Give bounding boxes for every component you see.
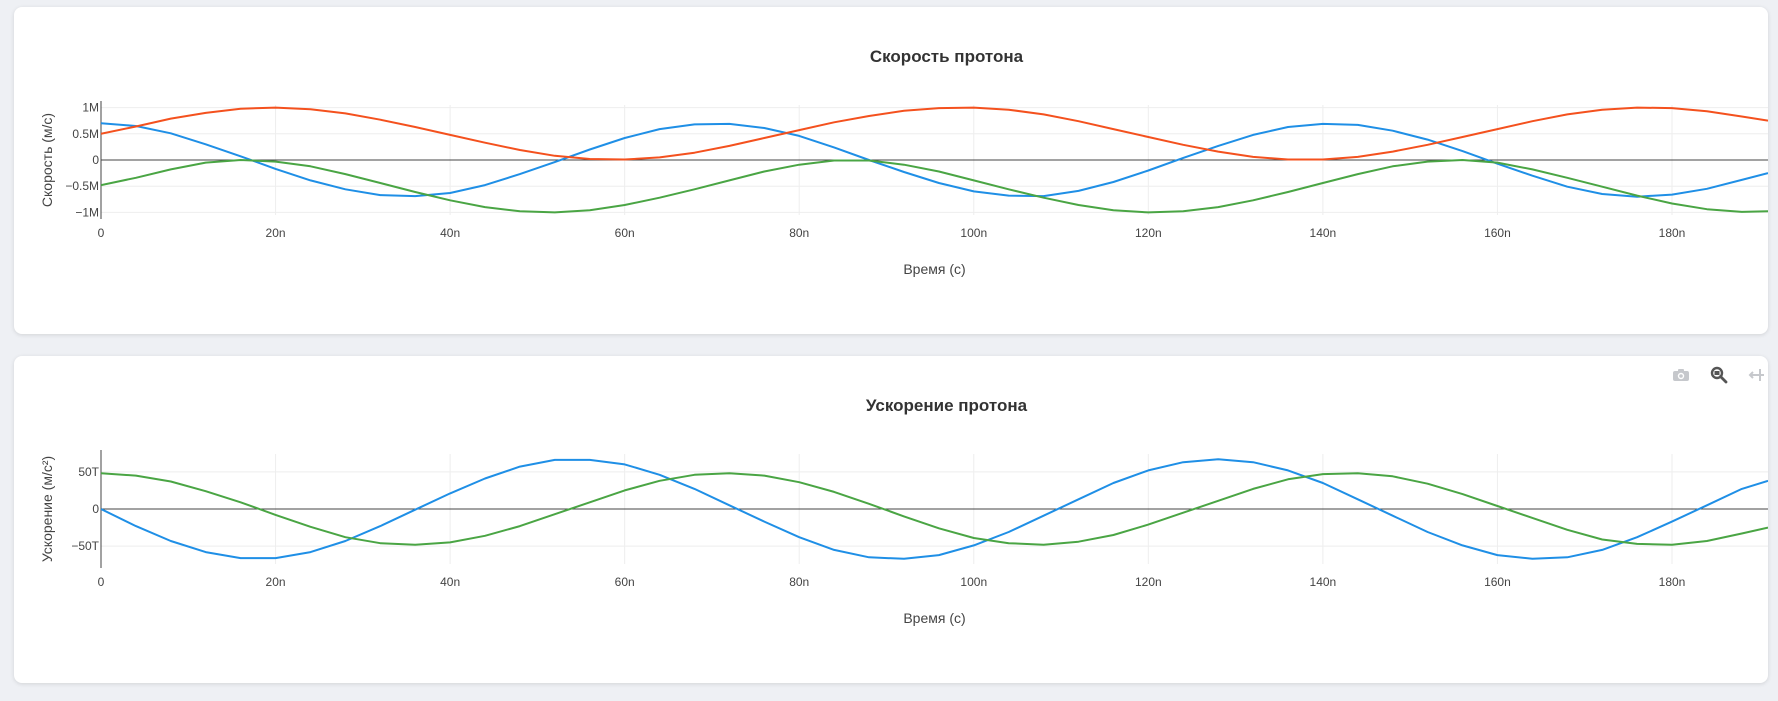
y-tick-label: −50T xyxy=(71,539,99,553)
y-tick-label: 0 xyxy=(92,153,99,167)
acceleration-chart-card: Ускорение протона 0 20n 40n 60n 80n 100n 120n 14… xyxy=(14,356,1768,683)
x-axis-label: Время (с) xyxy=(903,610,965,626)
x-tick-label: 160n xyxy=(1484,226,1511,240)
y-axis-label: Скорость (м/с) xyxy=(39,113,55,207)
y-tick-label: 50T xyxy=(78,465,99,479)
y-tick-label: 0.5M xyxy=(72,127,99,141)
x-tick-label: 60n xyxy=(615,575,635,589)
series-line-speed xyxy=(101,106,1768,161)
x-tick-label: 180n xyxy=(1659,575,1686,589)
x-tick-label: 160n xyxy=(1484,575,1511,589)
velocity-chart-card: Скорость протона 0 20n 40n 60n 80n 100n 120n 140… xyxy=(14,7,1768,334)
y-tick-label: −1M xyxy=(75,205,99,219)
x-tick-label: 20n xyxy=(266,575,286,589)
x-tick-label: 180n xyxy=(1659,226,1686,240)
y-tick-label: 0 xyxy=(92,502,99,516)
y-tick-label: −0.5M xyxy=(65,179,99,193)
x-tick-label: 120n xyxy=(1135,575,1162,589)
pan-icon[interactable] xyxy=(1746,364,1768,386)
x-axis-label: Время (с) xyxy=(903,261,965,277)
y-tick-label: 1M xyxy=(82,101,99,115)
chart-title: Скорость протона xyxy=(870,47,1024,66)
series-line-vx xyxy=(101,458,1768,560)
x-tick-label: 100n xyxy=(960,575,987,589)
x-tick-label: 140n xyxy=(1310,575,1337,589)
chart-modebar xyxy=(1670,364,1768,386)
x-tick-label: 40n xyxy=(440,575,460,589)
velocity-chart[interactable]: Скорость протона 0 20n 40n 60n 80n 100n 120n 140… xyxy=(14,7,1768,334)
series-line-vy xyxy=(101,472,1768,546)
x-tick-label: 40n xyxy=(440,226,460,240)
x-tick-label: 100n xyxy=(960,226,987,240)
x-tick-label: 20n xyxy=(266,226,286,240)
x-tick-label: 60n xyxy=(615,226,635,240)
x-tick-label: 0 xyxy=(98,226,105,240)
camera-icon[interactable] xyxy=(1670,364,1692,386)
y-axis-label: Ускорение (м/с²) xyxy=(39,456,55,562)
zoom-icon[interactable] xyxy=(1708,364,1730,386)
series-line-vy xyxy=(101,159,1768,214)
series-line-vx xyxy=(101,122,1768,198)
acceleration-chart[interactable]: Ускорение протона 0 20n 40n 60n 80n 100n 120n 14… xyxy=(14,356,1768,683)
chart-title: Ускорение протона xyxy=(866,396,1028,415)
x-tick-label: 80n xyxy=(789,575,809,589)
x-tick-label: 120n xyxy=(1135,226,1162,240)
x-tick-label: 80n xyxy=(789,226,809,240)
x-tick-label: 0 xyxy=(98,575,105,589)
x-tick-label: 140n xyxy=(1310,226,1337,240)
grid-lines xyxy=(101,105,1768,215)
